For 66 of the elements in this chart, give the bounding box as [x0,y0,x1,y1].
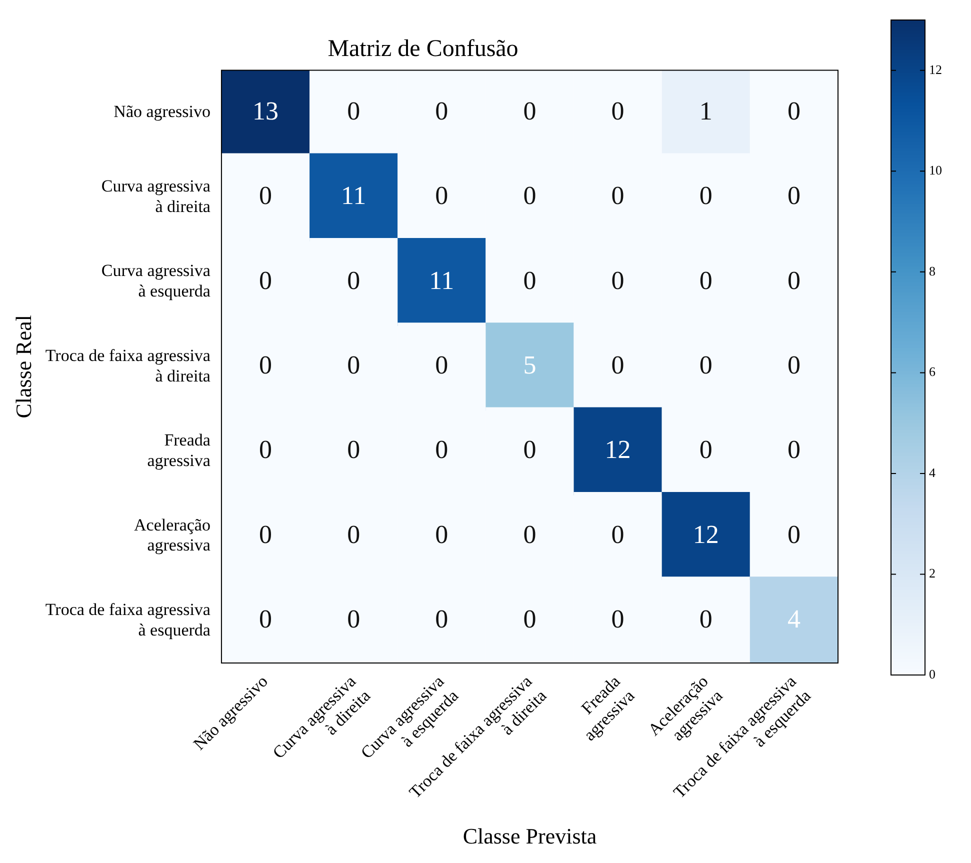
color-bar-label: 2 [929,566,936,581]
color-bar-label: 10 [929,162,942,178]
data-label: 0 [259,350,272,380]
data-label: 0 [699,604,712,634]
data-label: 0 [787,181,800,210]
data-label: 0 [787,96,800,126]
data-label: 0 [611,181,624,210]
data-label: 0 [523,181,536,210]
data-label: 0 [435,350,448,380]
data-label: 0 [523,435,536,464]
data-label: 0 [435,181,448,210]
y-axis-title: Classe Real [10,315,36,418]
data-label: 4 [787,604,800,634]
data-label: 0 [787,266,800,295]
data-label: 0 [787,435,800,464]
data-label: 0 [347,604,360,634]
data-label: 0 [611,604,624,634]
data-label: 0 [699,435,712,464]
color-bar-label: 6 [929,364,936,380]
color-bar-label: 4 [929,464,936,480]
color-bar-label: 0 [929,666,936,682]
data-label: 0 [435,96,448,126]
data-label: 0 [347,96,360,126]
data-label: 0 [435,604,448,634]
y-tick-label: Freada agressiva [147,430,211,470]
data-label: 0 [347,350,360,380]
data-label: 13 [252,96,278,126]
x-axis-title: Classe Prevista [462,824,597,849]
data-label: 0 [611,266,624,295]
data-label: 12 [604,435,631,464]
data-label: 0 [435,520,448,549]
data-label: 0 [435,435,448,464]
data-label: 0 [347,520,360,549]
data-label: 12 [692,520,719,549]
data-label: 11 [341,181,366,210]
y-tick-label: Troca de faixa agressiva à esquerda [45,600,211,640]
y-tick-label: Aceleração agressiva [134,515,211,555]
color-bar-label: 12 [929,62,942,77]
data-label: 0 [787,520,800,549]
data-label: 0 [699,266,712,295]
data-label: 0 [259,181,272,210]
chart-title: Matriz de Confusão [328,36,518,62]
data-label: 0 [611,350,624,380]
data-label: 0 [699,350,712,380]
data-label: 0 [347,435,360,464]
data-label: 0 [259,435,272,464]
data-label: 0 [259,604,272,634]
data-label: 0 [259,520,272,549]
y-tick-label: Curva agressiva à esquerda [101,261,211,301]
data-label: 0 [699,181,712,210]
data-label: 0 [787,350,800,380]
data-label: 0 [523,96,536,126]
data-label: 0 [523,604,536,634]
data-label: 0 [523,520,536,549]
data-label: 0 [611,520,624,549]
y-tick-label: Não agressivo [114,102,210,122]
y-tick-label: Curva agressiva à direita [101,176,211,216]
data-label: 0 [523,266,536,295]
data-label: 1 [699,96,712,126]
data-label: 11 [429,266,454,295]
y-tick-label: Troca de faixa agressiva à direita [45,346,211,386]
data-label: 5 [523,350,536,380]
data-label: 0 [347,266,360,295]
data-label: 0 [611,96,624,126]
color-bar-label: 8 [929,263,936,278]
data-label: 0 [259,266,272,295]
